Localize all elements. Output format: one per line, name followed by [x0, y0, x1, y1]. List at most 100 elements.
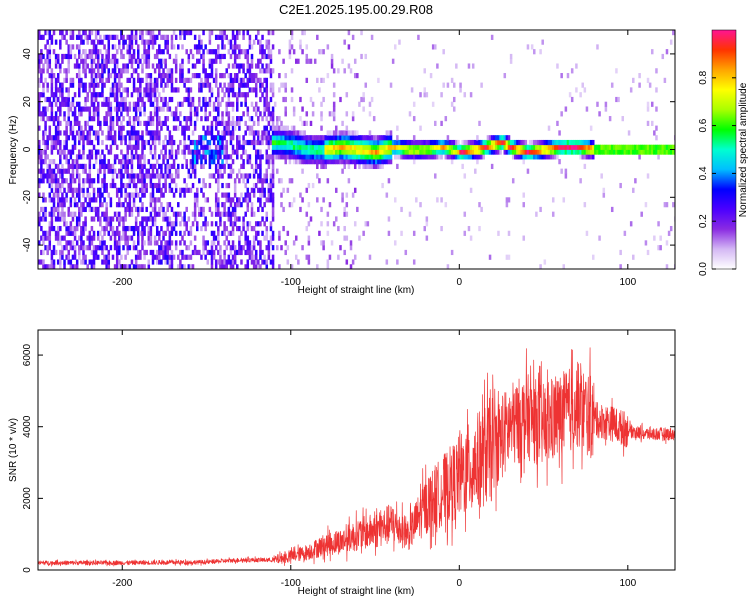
heatmap-cell	[343, 139, 346, 146]
heatmap-cell	[158, 30, 161, 36]
heatmap-cell	[115, 192, 119, 198]
heatmap-cell	[111, 178, 115, 184]
heatmap-cell	[71, 187, 75, 193]
heatmap-cell	[212, 149, 216, 155]
heatmap-cell	[166, 221, 170, 227]
heatmap-cell	[153, 144, 157, 150]
heatmap-cell	[189, 106, 193, 112]
heatmap-cell	[288, 44, 292, 50]
heatmap-cell	[269, 240, 273, 246]
heatmap-cell	[297, 144, 300, 150]
heatmap-cell	[282, 144, 285, 150]
heatmap-cell	[92, 101, 96, 107]
heatmap-cell	[240, 101, 243, 107]
heatmap-cell	[143, 58, 146, 64]
heatmap-cell	[115, 216, 119, 222]
heatmap-cell	[107, 163, 111, 170]
heatmap-cell	[172, 163, 176, 170]
heatmap-cell	[362, 163, 365, 170]
heatmap-cell	[38, 92, 41, 98]
heatmap-cell	[233, 192, 237, 198]
heatmap-cell	[183, 116, 186, 122]
heatmap-cell	[59, 149, 62, 155]
heatmap-cell	[604, 106, 608, 112]
heatmap-cell	[147, 120, 151, 126]
heatmap-cell	[56, 77, 60, 83]
heatmap-cell	[573, 144, 576, 150]
heatmap-cell	[518, 139, 521, 146]
heatmap-cell	[61, 58, 64, 64]
heatmap-cell	[115, 187, 119, 193]
heatmap-cell	[204, 254, 207, 260]
heatmap-cell	[166, 202, 170, 208]
heatmap-cell	[408, 144, 412, 150]
heatmap-cell	[457, 154, 460, 160]
heatmap-cell	[65, 120, 68, 126]
heatmap-cell	[191, 149, 195, 155]
heatmap-cell	[164, 144, 167, 150]
heatmap-cell	[73, 92, 77, 98]
heatmap-cell	[168, 202, 172, 208]
heatmap-cell	[503, 144, 507, 150]
heatmap-cell	[96, 58, 100, 64]
heatmap-cell	[219, 211, 222, 217]
heatmap-cell	[667, 144, 671, 150]
heatmap-cell	[261, 82, 264, 88]
heatmap-cell	[259, 87, 262, 93]
heatmap-cell	[141, 130, 144, 136]
heatmap-cell	[347, 135, 351, 141]
heatmap-cell	[246, 92, 250, 98]
heatmap-cell	[168, 68, 172, 74]
heatmap-cell	[495, 144, 498, 150]
heatmap-cell	[126, 182, 129, 189]
heatmap-cell	[520, 154, 523, 160]
heatmap-cell	[562, 149, 566, 155]
heatmap-cell	[132, 87, 136, 93]
heatmap-cell	[56, 240, 60, 246]
heatmap-cell	[240, 82, 243, 88]
heatmap-cell	[54, 182, 58, 189]
heatmap-cell	[145, 139, 148, 146]
heatmap-cell	[73, 245, 77, 251]
heatmap-cell	[101, 82, 104, 88]
heatmap-cell	[99, 163, 102, 170]
y-tick-label: 0	[22, 146, 33, 152]
heatmap-cell	[219, 149, 222, 155]
heatmap-cell	[206, 73, 210, 79]
heatmap-cell	[341, 120, 344, 126]
heatmap-cell	[179, 249, 182, 256]
heatmap-cell	[126, 63, 129, 69]
heatmap-cell	[153, 240, 157, 246]
heatmap-cell	[330, 149, 334, 155]
heatmap-cell	[400, 206, 403, 213]
heatmap-cell	[625, 144, 629, 150]
heatmap-cell	[265, 197, 269, 203]
heatmap-cell	[370, 159, 374, 165]
heatmap-cell	[284, 249, 287, 256]
heatmap-cell	[248, 245, 252, 251]
heatmap-cell	[638, 73, 641, 79]
heatmap-cell	[170, 254, 174, 260]
heatmap-cell	[482, 149, 485, 155]
heatmap-cell	[436, 63, 439, 69]
heatmap-cell	[273, 144, 277, 150]
heatmap-cell	[78, 87, 81, 93]
heatmap-cell	[385, 139, 389, 146]
heatmap-cell	[271, 92, 275, 98]
heatmap-cell	[368, 154, 372, 160]
heatmap-cell	[101, 159, 104, 165]
heatmap-cell	[219, 73, 222, 79]
heatmap-cell	[301, 168, 304, 174]
heatmap-cell	[90, 154, 94, 160]
heatmap-cell	[181, 216, 184, 222]
heatmap-cell	[301, 106, 304, 112]
heatmap-cell	[170, 225, 174, 232]
heatmap-cell	[305, 225, 309, 232]
heatmap-cell	[160, 187, 163, 193]
heatmap-cell	[99, 159, 102, 165]
heatmap-cell	[185, 77, 188, 83]
heatmap-cell	[248, 139, 252, 146]
heatmap-cell	[509, 139, 513, 146]
heatmap-cell	[48, 225, 52, 232]
heatmap-cell	[259, 245, 262, 251]
